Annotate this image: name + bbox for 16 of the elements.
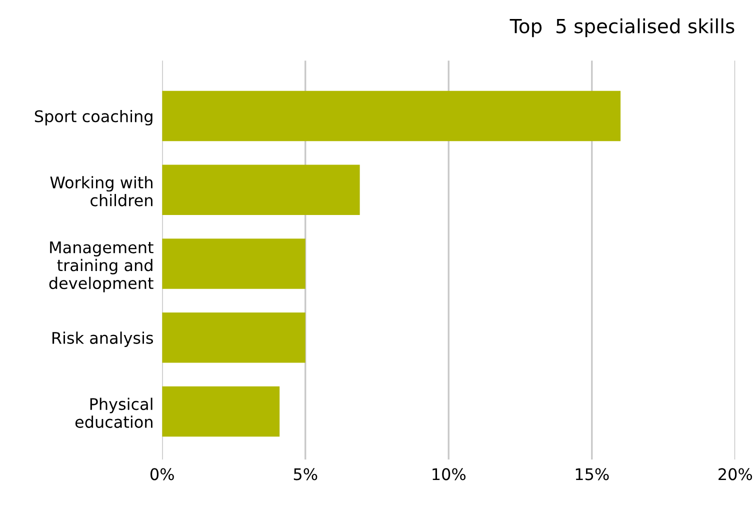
- y-tick-label: Working with children: [50, 176, 152, 206]
- x-tick-label: 10%: [432, 468, 466, 480]
- bar: [162, 312, 306, 363]
- y-tick-label: Sport coaching: [34, 110, 152, 126]
- bar: [162, 386, 280, 437]
- x-tick-label: 15%: [576, 468, 609, 480]
- bar: [162, 164, 360, 216]
- bar: [162, 238, 306, 289]
- x-tick-label: 5%: [294, 468, 318, 480]
- y-tick-label: Risk analysis: [52, 332, 153, 348]
- x-tick-label: 0%: [150, 468, 174, 480]
- y-tick-label: Management training and development: [49, 242, 154, 292]
- y-tick-label: Physical education: [75, 398, 152, 428]
- bar: [162, 90, 621, 142]
- x-tick-label: 20%: [718, 468, 752, 480]
- chart-title: Top 5 specialised skills: [510, 18, 734, 38]
